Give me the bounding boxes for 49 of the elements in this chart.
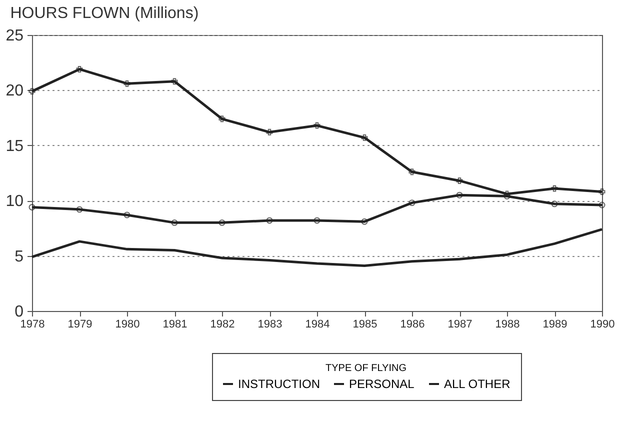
legend-label: ALL OTHER bbox=[444, 377, 511, 391]
point bbox=[551, 185, 558, 192]
x-tick-label: 1989 bbox=[542, 318, 568, 330]
point bbox=[361, 218, 368, 225]
point bbox=[456, 192, 463, 198]
x-tick-label: 1982 bbox=[210, 318, 235, 330]
x-tick-label: 1983 bbox=[258, 318, 282, 330]
x-tick-label: 1981 bbox=[162, 318, 188, 330]
x-tick-label: 1980 bbox=[115, 318, 140, 330]
point bbox=[314, 217, 320, 224]
chart-title: HOURS FLOWN (Millions) bbox=[10, 5, 199, 22]
point bbox=[76, 66, 83, 72]
point bbox=[266, 217, 273, 224]
y-tick-label: 20 bbox=[6, 82, 24, 100]
x-tick-label: 1978 bbox=[20, 318, 45, 330]
point bbox=[76, 206, 83, 213]
y-tick-label: 0 bbox=[14, 304, 24, 320]
x-tick-label: 1990 bbox=[590, 318, 615, 330]
point bbox=[551, 200, 558, 208]
legend-title: TYPE OF FLYING bbox=[326, 363, 407, 374]
point bbox=[28, 88, 36, 95]
line-series bbox=[30, 228, 604, 267]
x-tick-label: 1988 bbox=[495, 318, 520, 330]
point bbox=[408, 200, 416, 206]
point bbox=[598, 202, 606, 208]
y-tick-label: 25 bbox=[6, 28, 24, 44]
point bbox=[171, 219, 178, 226]
point bbox=[408, 168, 416, 176]
point bbox=[124, 212, 130, 218]
point bbox=[124, 80, 130, 87]
point bbox=[28, 204, 36, 210]
point bbox=[218, 116, 226, 122]
y-tick-label: 15 bbox=[6, 138, 24, 155]
x-tick-label: 1984 bbox=[305, 318, 330, 330]
x-tick-label: 1979 bbox=[68, 318, 92, 330]
point bbox=[598, 188, 606, 196]
point bbox=[171, 78, 178, 85]
x-tick-label: 1985 bbox=[352, 318, 378, 330]
point bbox=[314, 122, 320, 129]
point bbox=[456, 177, 463, 184]
legend-label: INSTRUCTION bbox=[238, 377, 320, 391]
x-tick-label: 1987 bbox=[448, 318, 472, 330]
legend-label: PERSONAL bbox=[349, 377, 415, 391]
point bbox=[361, 134, 368, 141]
y-tick-label: 5 bbox=[14, 248, 24, 266]
y-tick-label: 10 bbox=[6, 193, 24, 210]
point bbox=[266, 128, 273, 136]
x-tick-label: 1986 bbox=[400, 318, 425, 330]
point bbox=[218, 219, 226, 226]
